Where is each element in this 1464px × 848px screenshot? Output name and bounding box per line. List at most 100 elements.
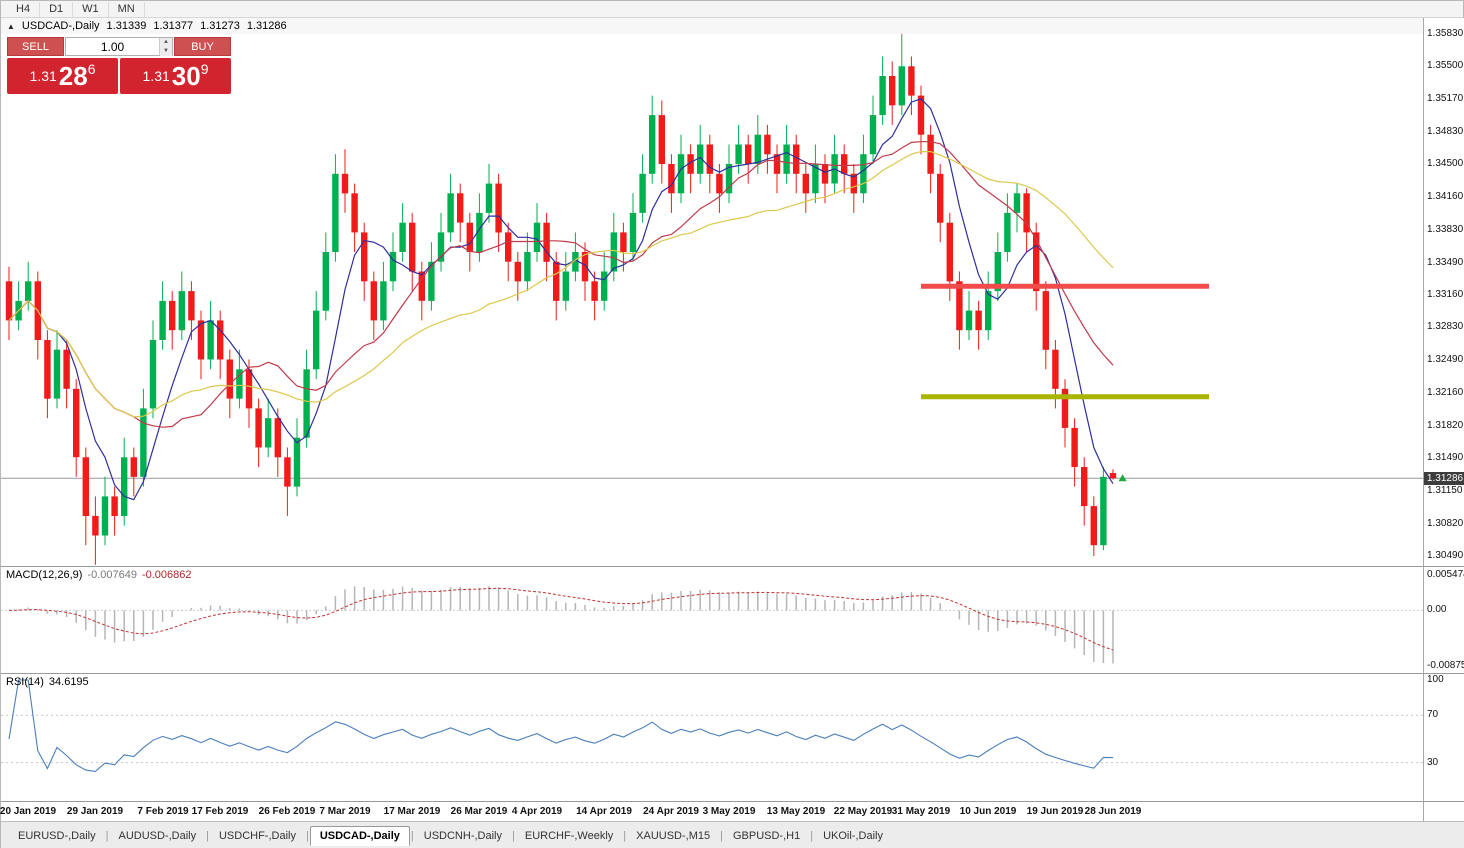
chart-symbol-label: USDCAD-,Daily [21, 20, 100, 32]
tab-usdcnh-daily[interactable]: USDCNH-,Daily [423, 829, 502, 842]
volume-decrease-button[interactable]: ▼ [160, 47, 172, 56]
price-marker-arrow-icon [1118, 474, 1127, 482]
price-axis-label: 1.33160 [1427, 289, 1464, 300]
price-axis-label: 1.30820 [1427, 518, 1464, 529]
price-axis-label: 1.34830 [1427, 126, 1464, 137]
macd-indicator-panel: MACD(12,26,9) -0.007649 -0.006862 [1, 566, 1423, 673]
period-button-h4[interactable]: H4 [7, 1, 41, 17]
candlestick-chart[interactable] [1, 18, 1423, 566]
sell-price-fraction: 6 [87, 61, 96, 77]
buy-price-fraction: 9 [200, 61, 209, 77]
date-axis-label: 10 Jun 2019 [959, 806, 1017, 817]
macd-signal-line [8, 587, 1114, 651]
macd-axis-label: 0.005474 [1427, 569, 1464, 580]
date-axis-label: 31 May 2019 [891, 806, 951, 817]
tab-separator: | [810, 829, 814, 842]
price-axis-label: 1.32160 [1427, 387, 1464, 398]
price-axis-label: 1.32830 [1427, 321, 1464, 332]
price-axis-label: 1.33490 [1427, 257, 1464, 268]
date-axis-label: 20 Jan 2019 [0, 806, 57, 817]
sell-price-pips: 28 [58, 61, 88, 91]
price-axis-label: 1.35170 [1427, 93, 1464, 104]
price-axis-label: 1.31150 [1427, 485, 1463, 496]
date-axis-label: 4 Apr 2019 [511, 806, 563, 817]
rsi-line [8, 679, 1114, 772]
rsi-value: 34.6195 [48, 676, 89, 688]
tab-separator: | [206, 829, 209, 842]
macd-name: MACD(12,26,9) [6, 569, 83, 581]
date-axis-label: 17 Mar 2019 [383, 806, 441, 817]
ma-mid-line [8, 141, 1114, 428]
price-axis[interactable]: 1.35830 1.35500 1.35170 1.34830 1.34500 1.341… [1423, 18, 1464, 566]
candlestick-series [5, 34, 1117, 565]
date-axis-label: 24 Apr 2019 [643, 806, 699, 817]
price-axis-label: 1.30490 [1427, 550, 1464, 561]
date-axis-label: 14 Apr 2019 [576, 806, 632, 817]
tab-usdcad-daily[interactable]: USDCAD-,Daily [309, 825, 410, 846]
sell-button[interactable]: SELL [7, 37, 64, 56]
macd-axis-label: 0.00 [1427, 604, 1447, 615]
volume-stepper: ▲ ▼ [65, 37, 173, 56]
date-axis-label: 3 May 2019 [702, 806, 756, 817]
buy-button[interactable]: BUY [174, 37, 231, 56]
rsi-plot [1, 679, 1423, 772]
tab-separator: | [410, 829, 414, 842]
price-axis-label: 1.32490 [1427, 354, 1464, 365]
tab-separator: | [305, 829, 309, 842]
macd-label: MACD(12,26,9) -0.007649 -0.006862 [6, 569, 192, 581]
date-axis-label: 26 Mar 2019 [450, 806, 508, 817]
sell-price-box[interactable]: 1.31 28 6 [7, 58, 118, 94]
chart-open-value: 1.31339 [106, 20, 147, 32]
tab-separator: | [623, 829, 627, 842]
tab-gbpusd-h1[interactable]: GBPUSD-,H1 [732, 829, 801, 842]
macd-histogram [17, 586, 1114, 664]
chart-tabs-bar: EURUSD-,Daily | AUDUSD-,Daily | USDCHF-,Dail… [1, 821, 1464, 848]
one-click-trading-panel: SELL ▲ ▼ BUY 1.31 28 6 1.31 [7, 37, 231, 94]
volume-increase-button[interactable]: ▲ [160, 38, 172, 47]
ma-fast-line [8, 98, 1114, 501]
price-axis-label: 1.34500 [1427, 158, 1464, 169]
timeframe-toolbar: H4 D1 W1 MN [1, 1, 1463, 18]
date-axis-label: 26 Feb 2019 [258, 806, 316, 817]
tab-separator: | [105, 829, 109, 842]
macd-axis: 0.005474 0.00 -0.008752 [1423, 566, 1464, 673]
date-axis-label: 19 Jun 2019 [1026, 806, 1084, 817]
tab-usdchf-daily[interactable]: USDCHF-,Daily [218, 829, 296, 842]
tab-eurchf-weekly[interactable]: EURCHF-,Weekly [524, 829, 614, 842]
current-price-badge: 1.31286 [1424, 472, 1464, 485]
volume-input[interactable] [66, 38, 159, 55]
price-chart-panel[interactable]: ▲ USDCAD-,Daily 1.31339 1.31377 1.31273 … [1, 18, 1423, 566]
buy-price-pips: 30 [171, 61, 201, 91]
date-axis-label: 22 May 2019 [833, 806, 893, 817]
date-axis-label: 17 Feb 2019 [191, 806, 249, 817]
date-axis-label: 29 Jan 2019 [66, 806, 124, 817]
macd-axis-label: -0.008752 [1427, 660, 1464, 671]
period-button-w1[interactable]: W1 [73, 1, 109, 17]
rsi-axis-label: 100 [1427, 674, 1444, 685]
tab-separator: | [512, 829, 515, 842]
date-axis-label: 7 Mar 2019 [319, 806, 371, 817]
rsi-axis: 100 70 30 [1423, 673, 1464, 801]
buy-price-box[interactable]: 1.31 30 9 [120, 58, 231, 94]
tab-xauusd-m15[interactable]: XAUUSD-,M15 [636, 829, 711, 842]
tab-audusd-daily[interactable]: AUDUSD-,Daily [118, 829, 197, 842]
chart-high-value: 1.31377 [153, 20, 194, 32]
price-axis-label: 1.33830 [1427, 224, 1464, 235]
period-button-d1[interactable]: D1 [40, 1, 74, 17]
tab-eurusd-daily[interactable]: EURUSD-,Daily [18, 829, 96, 842]
macd-main-value: -0.007649 [87, 569, 137, 581]
chart-title-marker-icon: ▲ [7, 21, 15, 31]
rsi-indicator-panel: RSI(14) 34.6195 [1, 673, 1423, 801]
buy-price-prefix: 1.31 [142, 68, 170, 84]
price-axis-label: 1.34160 [1427, 191, 1464, 202]
chart-close-value: 1.31286 [246, 20, 287, 32]
rsi-axis-label: 70 [1427, 709, 1439, 720]
date-axis[interactable]: 20 Jan 2019 29 Jan 2019 7 Feb 2019 17 Feb 2… [0, 801, 1423, 821]
price-axis-label: 1.31490 [1427, 452, 1464, 463]
axis-corner [1423, 801, 1464, 821]
tab-ukoil-daily[interactable]: UKOil-,Daily [823, 829, 883, 842]
date-axis-label: 7 Feb 2019 [137, 806, 189, 817]
price-axis-label: 1.35500 [1427, 60, 1464, 71]
period-button-mn[interactable]: MN [109, 1, 145, 17]
